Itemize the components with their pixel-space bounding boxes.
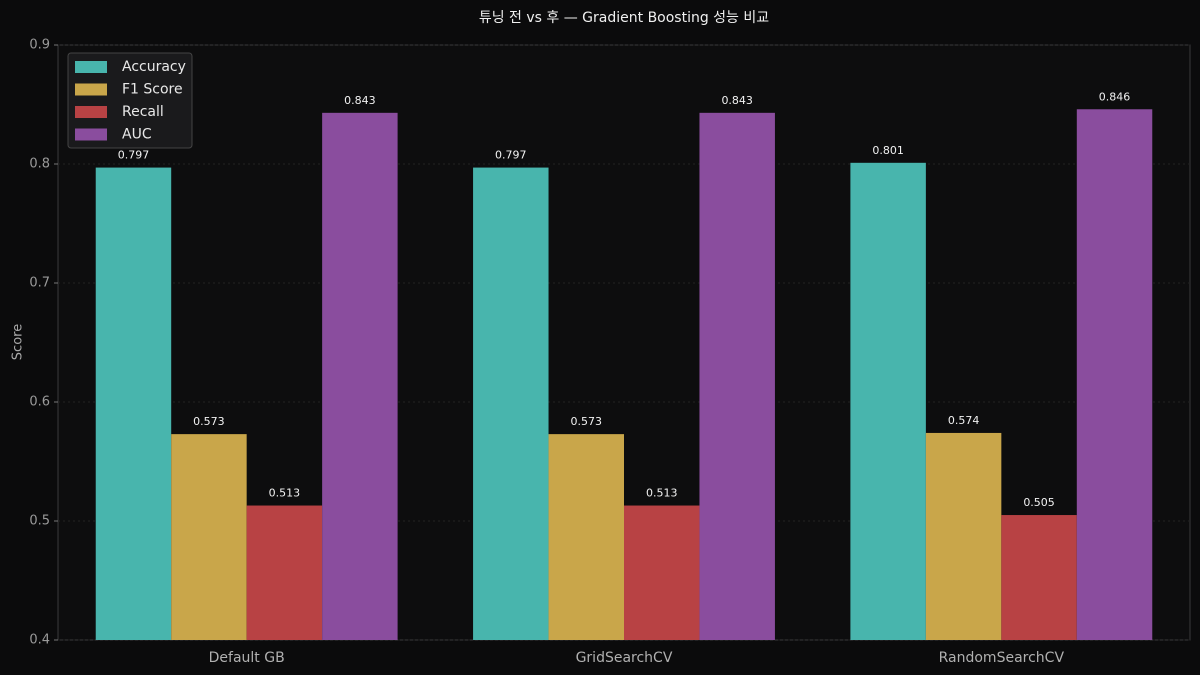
value-label: 0.574 xyxy=(948,414,980,427)
bar xyxy=(473,167,549,640)
legend-label: Recall xyxy=(122,104,164,120)
legend-label: Accuracy xyxy=(122,59,186,75)
legend-swatch xyxy=(75,106,107,118)
value-label: 0.801 xyxy=(872,144,904,157)
chart-title: 튜닝 전 vs 후 — Gradient Boosting 성능 비교 xyxy=(479,10,769,26)
bar xyxy=(246,505,323,640)
value-label: 0.843 xyxy=(344,94,376,107)
bar xyxy=(1076,109,1153,640)
bar xyxy=(548,434,624,640)
legend-label: AUC xyxy=(122,127,152,143)
bar xyxy=(850,162,926,640)
value-label: 0.513 xyxy=(269,487,301,500)
value-label: 0.797 xyxy=(495,149,527,162)
legend-swatch xyxy=(75,61,107,73)
x-tick-label: Default GB xyxy=(209,650,285,666)
value-label: 0.573 xyxy=(193,415,225,428)
bar xyxy=(1001,515,1077,640)
bar xyxy=(699,112,775,640)
bar xyxy=(322,112,398,640)
value-label: 0.846 xyxy=(1099,90,1131,103)
x-tick-label: GridSearchCV xyxy=(576,650,673,666)
legend-swatch xyxy=(75,128,107,141)
y-tick-label: 0.8 xyxy=(29,157,50,172)
x-tick-label: RandomSearchCV xyxy=(939,650,1065,666)
value-label: 0.505 xyxy=(1023,496,1055,509)
value-label: 0.513 xyxy=(646,487,678,500)
y-tick-label: 0.4 xyxy=(29,633,50,648)
legend-label: F1 Score xyxy=(122,82,183,98)
value-label: 0.843 xyxy=(721,94,753,107)
legend-swatch xyxy=(75,83,107,96)
value-label: 0.797 xyxy=(118,149,150,162)
bar xyxy=(925,432,1002,640)
y-tick-label: 0.9 xyxy=(29,38,50,53)
y-tick-label: 0.5 xyxy=(29,514,50,529)
y-tick-label: 0.7 xyxy=(29,276,50,291)
bar xyxy=(624,505,700,640)
value-label: 0.573 xyxy=(571,415,603,428)
bar xyxy=(95,167,172,640)
legend-box xyxy=(67,52,193,149)
bar xyxy=(171,434,247,640)
y-axis-label: Score xyxy=(11,324,26,360)
y-tick-label: 0.6 xyxy=(29,395,50,410)
